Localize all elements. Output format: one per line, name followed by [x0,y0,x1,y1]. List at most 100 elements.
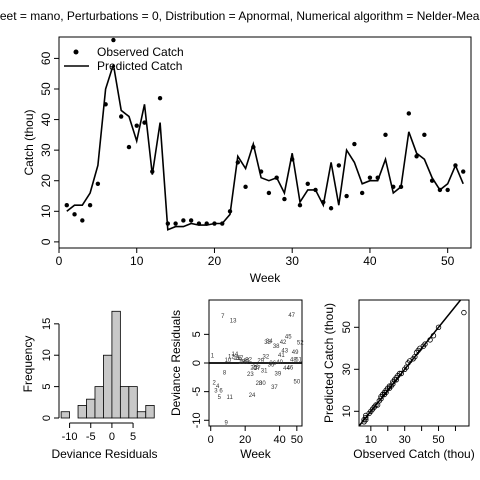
residual-point-label: 21 [244,359,251,365]
catch-x-tick-label: 40 [363,254,377,268]
residual-point-label: 30 [259,381,266,387]
residual-point-label: 14 [231,352,238,358]
residual-point-label: 4 [216,384,220,390]
observed-catch-point [95,181,101,186]
residual-point-label: 39 [275,371,282,377]
resid-y-tick-label: -5 [191,387,203,397]
observed-catch-point [165,221,171,226]
legend-observed-label: Observed Catch [97,45,184,59]
observed-catch-point [251,144,256,150]
observed-catch-point [274,175,279,180]
residual-point-label: 46 [287,366,294,372]
observed-catch-point [383,132,388,138]
residual-point-label: 15 [233,356,240,362]
histogram-bar [136,411,147,419]
residual-histogram-panel: -10 -5 0 5 0 5 10 15 Deviance Residuals Frequency [21,310,158,461]
observed-catch-point [359,190,365,196]
figure-title: Fleet = mano, Perturbations = 0, Distrib… [0,9,480,23]
observed-catch-point [398,184,404,190]
residual-point-label: 41 [278,353,285,359]
x-axis-title: Week [250,271,281,285]
histogram-bar [86,398,96,419]
y-axis-title: Frequency [21,336,35,393]
histogram-bar [111,310,121,419]
catch-y-tick-label: 20 [39,174,53,188]
hist-y-tick-label: 10 [41,349,53,361]
observed-catch-point [181,218,186,223]
residual-point-label: 35 [268,363,275,369]
observed-predicted-point [427,337,433,343]
observed-catch-point [212,221,217,226]
observed-catch-point [391,184,396,190]
resid-y-tick-label: -10 [191,412,203,428]
observed-catch-point [258,169,264,174]
observed-predicted-point [373,402,379,408]
legend-predicted-label: Predicted Catch [97,59,182,73]
residual-point-label: 10 [225,358,232,364]
qq-x-tick-label: 30 [399,434,411,446]
residual-point-label: 44 [283,366,290,372]
residual-point-label: 13 [230,319,237,325]
catch-y-tick-label: 40 [39,113,53,127]
residual-point-label: 52 [297,340,304,346]
observed-catch-point [142,120,147,125]
residual-point-label: 50 [293,379,300,385]
residual-point-label: 18 [238,359,245,365]
resid-x-tick-label: 40 [273,434,285,446]
residual-point-label: 45 [285,335,292,341]
observed-catch-point [429,178,435,183]
x-axis-title: Week [240,447,271,461]
histogram-bar [145,405,155,419]
residual-point-label: 31 [261,368,268,374]
observed-catch-point [321,199,326,205]
residual-point-label: 36 [269,361,276,367]
residual-point-label: 34 [266,339,273,345]
catch-y-tick-label: 10 [39,204,53,218]
residual-point-label: 20 [242,359,249,365]
catch-x-tick-label: 20 [208,254,222,268]
observed-catch-point [352,141,357,147]
observed-predicted-point [435,324,442,330]
residual-point-label: 32 [262,355,269,361]
catch-y-tick-label: 60 [39,51,53,65]
observed-predicted-point [398,370,405,377]
observed-catch-point [328,206,334,211]
observed-catch-point [266,190,272,196]
residual-point-label: 29 [257,359,264,365]
histogram-bar [77,405,87,419]
catch-y-tick-label: 30 [39,143,53,157]
y-axis-title: Predicted Catch (thou) [322,303,336,423]
resid-y-tick-label: 0 [191,360,203,366]
observed-catch-point [80,218,85,223]
observed-catch-point [375,175,380,180]
resid-y-tick-label: 5 [191,331,203,337]
residual-point-label: 26 [252,365,259,371]
residual-point-label: 27 [254,366,261,372]
y-axis-title: Deviance Residuals [169,310,183,416]
residual-point-label: 19 [240,360,247,366]
observed-catch-point [414,154,419,159]
hist-x-tick-label: -10 [62,431,78,443]
qq-y-tick-label: 50 [341,321,353,333]
qq-y-tick-label: 10 [341,405,353,417]
qq-x-tick-label: 50 [432,434,444,446]
catch-y-tick-label: 50 [39,82,53,96]
observed-catch-point [461,169,466,174]
residual-point-label: 25 [250,366,257,372]
observed-predicted-point [461,309,467,316]
histogram-bar [128,386,138,419]
y-axis-title: Catch (thou) [22,109,36,175]
residual-point-label: 23 [247,372,254,378]
observed-predicted-point [396,370,403,377]
residual-point-label: 28 [256,381,263,387]
observed-catch-point [204,221,209,226]
residual-point-label: 7 [221,314,225,320]
hist-y-tick-label: 15 [41,318,53,330]
qq-y-tick-label: 30 [341,363,353,375]
resid-x-tick-label: 20 [239,434,251,446]
observed-catch-point [305,181,310,186]
observed-catch-point [188,218,194,223]
observed-catch-point [111,37,116,43]
resid-x-tick-label: 0 [208,434,214,446]
